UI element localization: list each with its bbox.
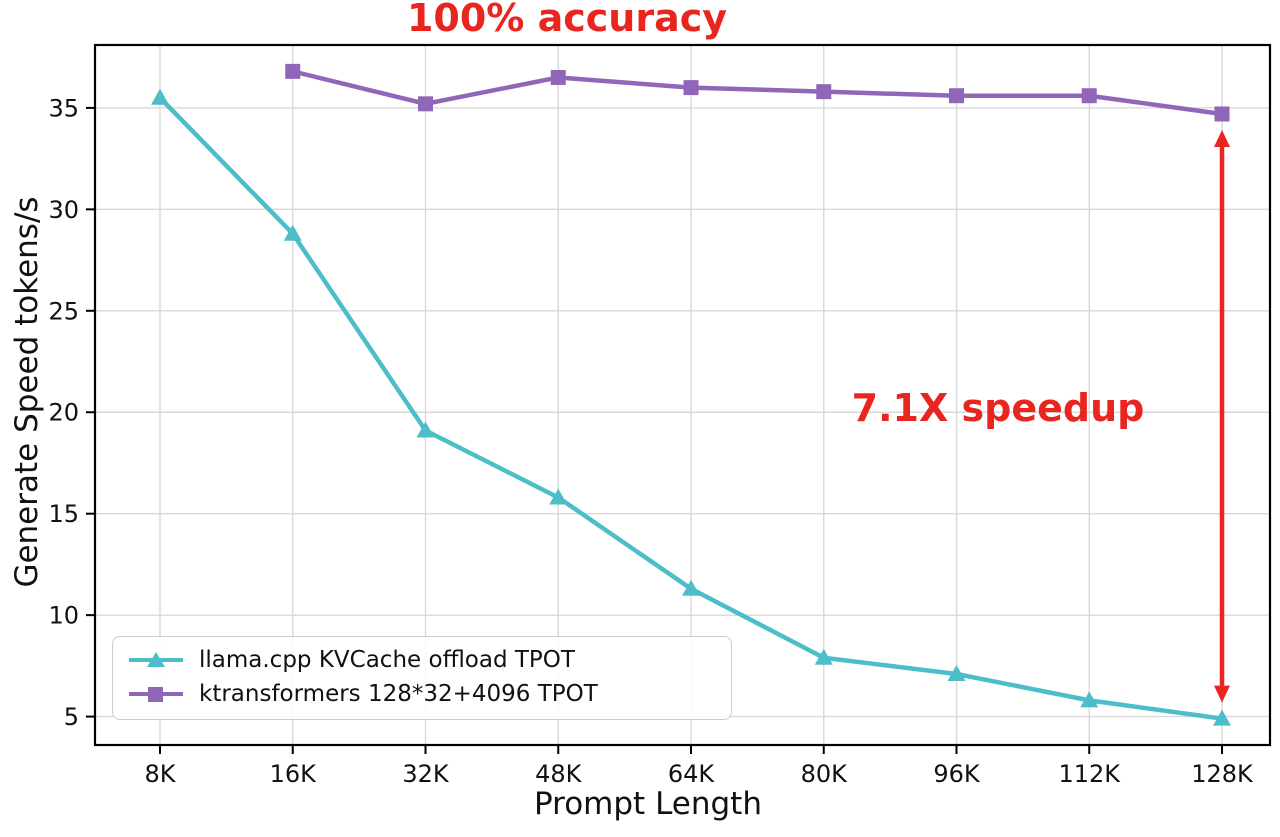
legend-item-ktransformers: ktransformers 128*32+4096 TPOT bbox=[127, 681, 713, 707]
square-marker-icon bbox=[129, 687, 183, 702]
svg-text:25: 25 bbox=[48, 297, 79, 325]
svg-text:16K: 16K bbox=[270, 760, 318, 788]
svg-text:112K: 112K bbox=[1058, 760, 1121, 788]
svg-text:30: 30 bbox=[48, 196, 79, 224]
legend-item-llamacpp: llama.cpp KVCache offload TPOT bbox=[127, 647, 713, 673]
legend-label-ktransformers: ktransformers 128*32+4096 TPOT bbox=[199, 681, 598, 707]
svg-text:48K: 48K bbox=[535, 760, 583, 788]
svg-text:20: 20 bbox=[48, 399, 79, 427]
svg-text:5: 5 bbox=[64, 703, 79, 731]
svg-text:64K: 64K bbox=[668, 760, 716, 788]
legend: llama.cpp KVCache offload TPOT ktransfor… bbox=[112, 636, 732, 720]
svg-text:35: 35 bbox=[48, 94, 79, 122]
svg-text:80K: 80K bbox=[801, 760, 849, 788]
chart-title: 100% accuracy bbox=[406, 0, 728, 40]
svg-text:128K: 128K bbox=[1191, 760, 1254, 788]
svg-text:15: 15 bbox=[48, 500, 79, 528]
triangle-marker-icon bbox=[129, 652, 183, 667]
y-axis-label: Generate Speed tokens/s bbox=[9, 196, 45, 588]
x-axis-label: Prompt Length bbox=[534, 786, 762, 822]
speedup-annotation: 7.1X speedup bbox=[851, 386, 1145, 430]
svg-text:10: 10 bbox=[48, 602, 79, 630]
svg-text:32K: 32K bbox=[402, 760, 450, 788]
svg-text:8K: 8K bbox=[144, 760, 176, 788]
legend-label-llamacpp: llama.cpp KVCache offload TPOT bbox=[199, 647, 575, 673]
svg-text:96K: 96K bbox=[933, 760, 981, 788]
